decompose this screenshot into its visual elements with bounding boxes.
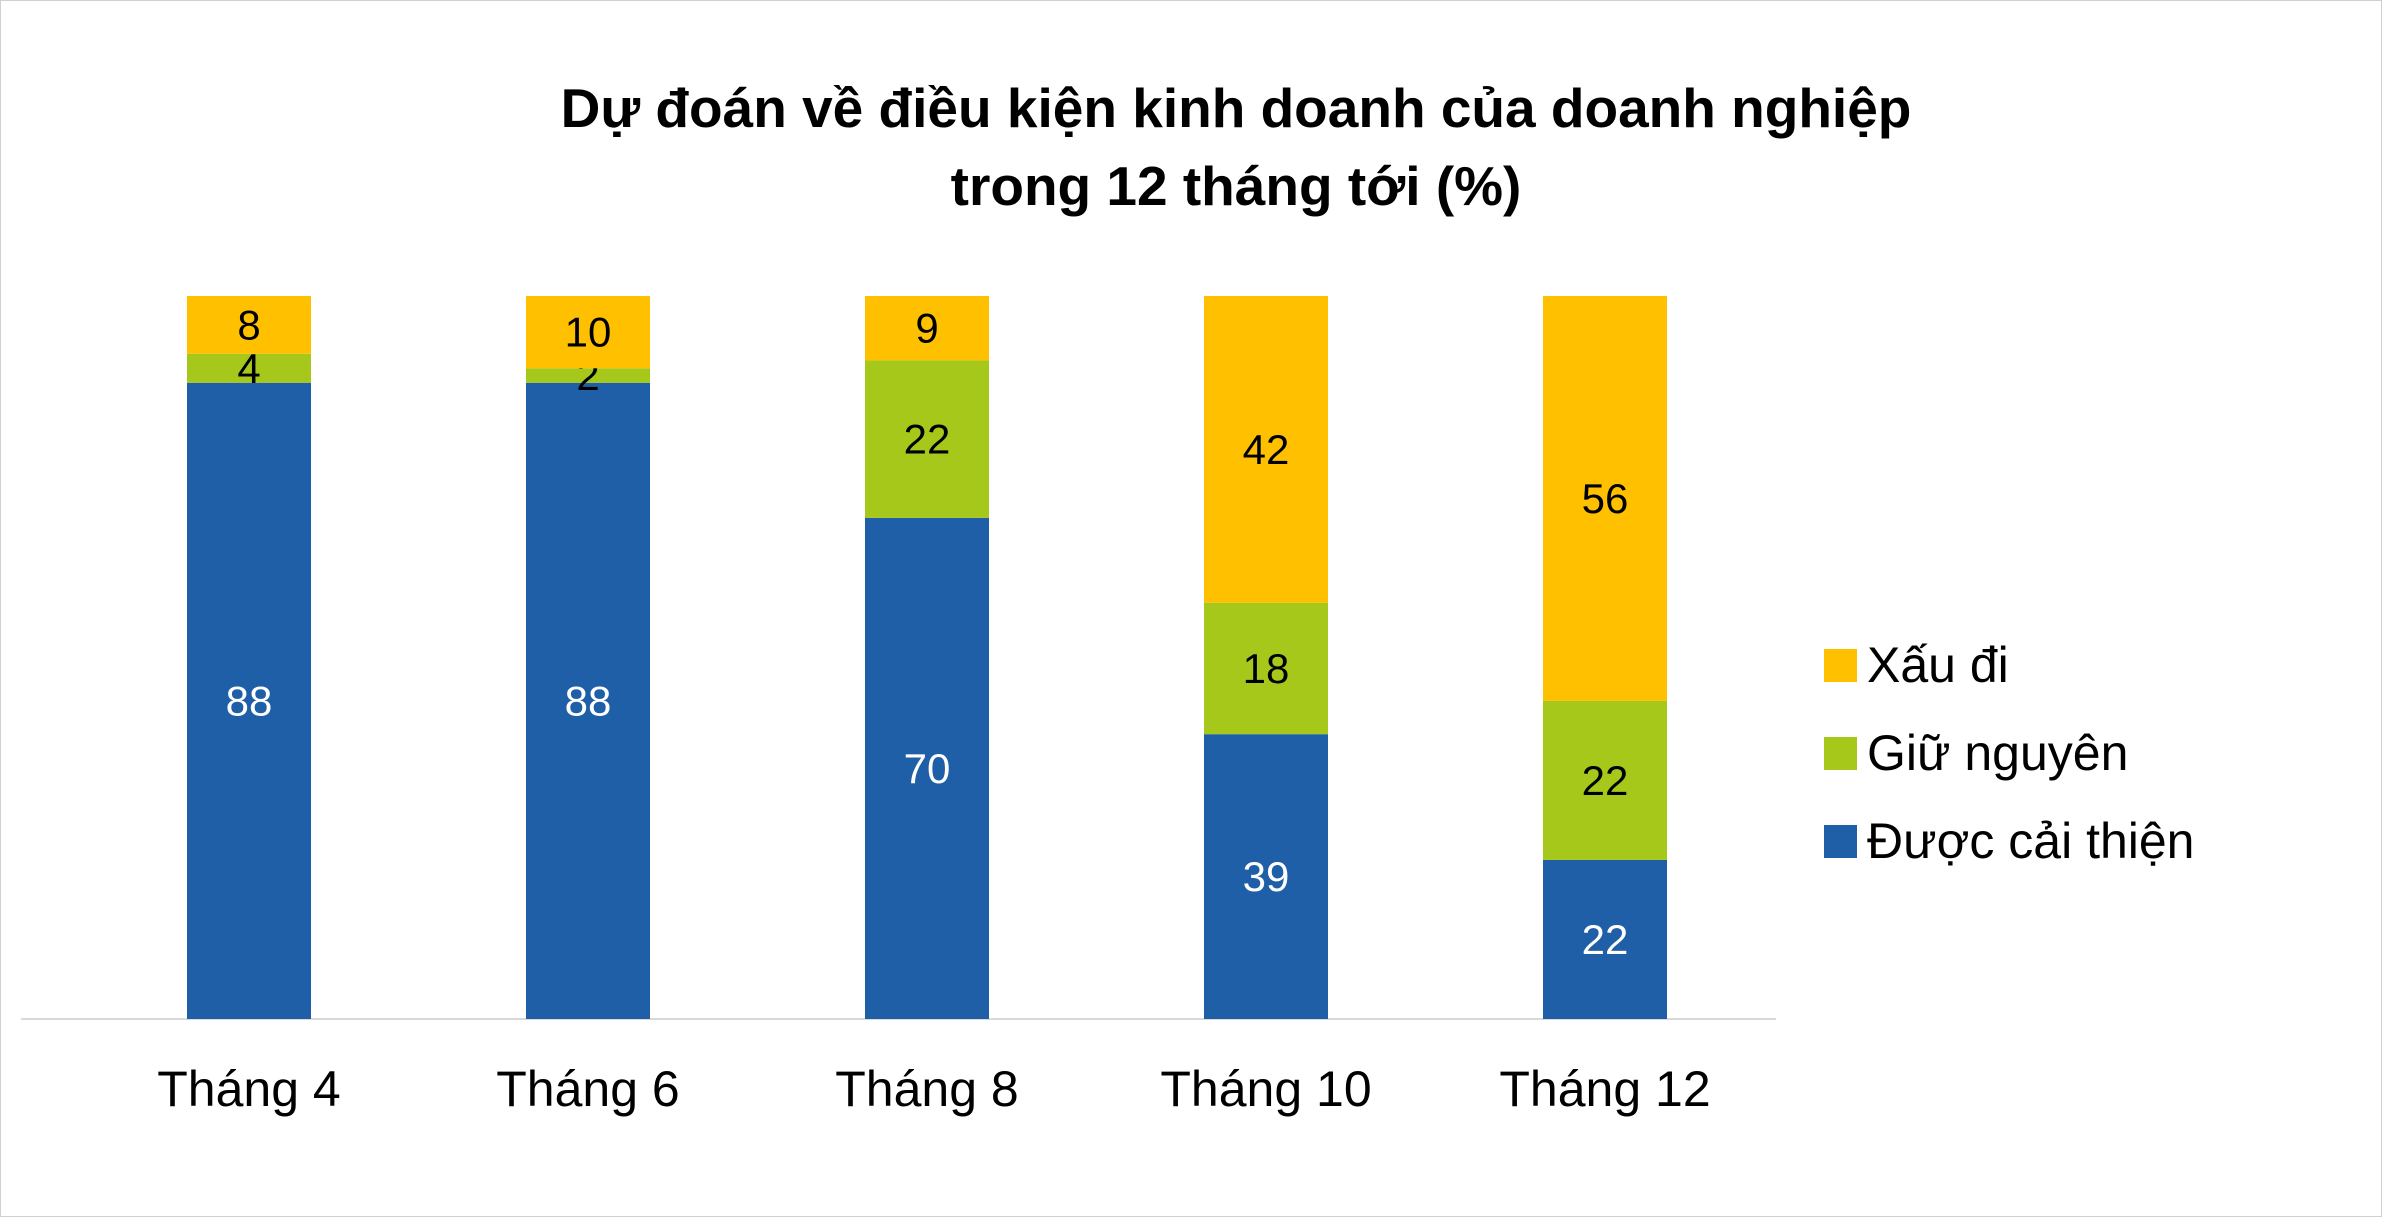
data-label-giu-nguyen-thang-8: 22 — [904, 416, 951, 463]
x-tick-label-thang-8: Tháng 8 — [835, 1061, 1018, 1117]
bar-xau-di-thang-8 — [865, 296, 989, 361]
chart-title-line2: trong 12 tháng tới (%) — [950, 155, 1522, 217]
legend-swatch-duoc-cai-thien — [1824, 824, 1857, 858]
bar-xau-di-thang-10 — [1204, 296, 1328, 603]
data-label-xau-di-thang-4: 8 — [237, 301, 260, 348]
data-label-xau-di-thang-8: 9 — [915, 305, 938, 352]
data-label-giu-nguyen-thang-4: 4 — [237, 345, 260, 392]
x-tick-label-thang-12: Tháng 12 — [1499, 1061, 1710, 1117]
bar-xau-di-thang-6 — [526, 296, 650, 369]
x-tick-label-thang-4: Tháng 4 — [157, 1061, 340, 1117]
data-label-duoc-cai-thien-thang-8: 70 — [904, 745, 951, 792]
bar-giu-nguyen-thang-10 — [1204, 602, 1328, 735]
data-label-giu-nguyen-thang-10: 18 — [1243, 645, 1290, 692]
bar-duoc-cai-thien-thang-8 — [865, 517, 989, 1019]
legend-swatch-xau-di — [1824, 648, 1857, 682]
x-tick-label-thang-10: Tháng 10 — [1160, 1061, 1371, 1117]
bar-giu-nguyen-thang-12 — [1543, 700, 1667, 860]
chart-title-line1: Dự đoán về điều kiện kinh doanh của doan… — [560, 77, 1912, 139]
data-label-duoc-cai-thien-thang-4: 88 — [226, 677, 273, 724]
bar-duoc-cai-thien-thang-4 — [187, 382, 311, 1019]
chart-title: Dự đoán về điều kiện kinh doanh của doan… — [336, 69, 2136, 225]
legend-item-duoc-cai-thien: Được cải thiện — [1824, 797, 2195, 885]
legend-item-giu-nguyen: Giữ nguyên — [1824, 709, 2195, 797]
bar-duoc-cai-thien-thang-6 — [526, 382, 650, 1019]
legend-label-xau-di: Xấu đi — [1867, 637, 2009, 693]
data-label-duoc-cai-thien-thang-12: 22 — [1582, 916, 1629, 963]
legend-swatch-giu-nguyen — [1824, 736, 1857, 770]
data-label-giu-nguyen-thang-12: 22 — [1582, 757, 1629, 804]
bar-giu-nguyen-thang-4 — [187, 353, 311, 383]
x-tick-label-thang-6: Tháng 6 — [496, 1061, 679, 1117]
data-label-duoc-cai-thien-thang-6: 88 — [565, 677, 612, 724]
data-label-xau-di-thang-10: 42 — [1243, 426, 1290, 473]
bar-duoc-cai-thien-thang-12 — [1543, 859, 1667, 1019]
bar-giu-nguyen-thang-6 — [526, 368, 650, 383]
bar-xau-di-thang-4 — [187, 296, 311, 354]
legend-label-giu-nguyen: Giữ nguyên — [1867, 725, 2129, 781]
chart-legend: Xấu đi Giữ nguyên Được cải thiện — [1824, 621, 2195, 885]
data-label-duoc-cai-thien-thang-10: 39 — [1243, 853, 1290, 900]
bar-duoc-cai-thien-thang-10 — [1204, 734, 1328, 1019]
legend-item-xau-di: Xấu đi — [1824, 621, 2195, 709]
data-label-xau-di-thang-6: 10 — [565, 309, 612, 356]
bar-giu-nguyen-thang-8 — [865, 360, 989, 518]
data-label-xau-di-thang-12: 56 — [1582, 475, 1629, 522]
bar-xau-di-thang-12 — [1543, 296, 1667, 701]
legend-label-duoc-cai-thien: Được cải thiện — [1867, 813, 2195, 869]
